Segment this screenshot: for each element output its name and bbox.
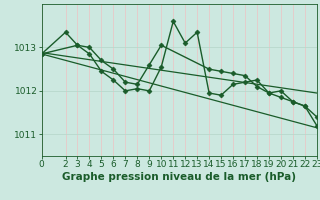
- X-axis label: Graphe pression niveau de la mer (hPa): Graphe pression niveau de la mer (hPa): [62, 172, 296, 182]
